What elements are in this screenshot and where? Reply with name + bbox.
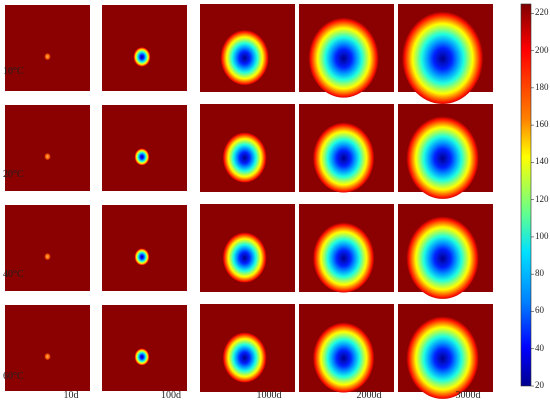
col-label-100d: 100d — [161, 390, 181, 401]
col-label-2000d: 2000d — [356, 390, 382, 401]
row-label-20c: 20°C — [3, 169, 24, 180]
plume-10°C-3000d — [401, 9, 484, 105]
colorbar-tick-label-180: 180 — [535, 81, 549, 92]
panel-60°C-100d — [102, 305, 187, 391]
colorbar-tick-label-120: 120 — [535, 193, 549, 204]
panel-20°C-10d — [5, 105, 90, 191]
plume-40°C-1000d — [222, 231, 267, 283]
colorbar-tick-label-200: 200 — [535, 44, 549, 55]
plume-40°C-3000d — [406, 214, 479, 299]
colorbar-tick-label-40: 40 — [535, 342, 544, 353]
plume-20°C-1000d — [222, 131, 267, 183]
colorbar-tick-label-20: 20 — [535, 380, 544, 390]
row-label-10c: 10°C — [3, 66, 24, 77]
plume-10°C-100d — [133, 46, 151, 67]
colorbar-tick-label-220: 220 — [535, 7, 549, 18]
panel-grid — [5, 4, 493, 399]
plume-40°C-10d — [44, 252, 51, 261]
plume-20°C-100d — [134, 147, 150, 166]
plume-20°C-10d — [44, 152, 51, 161]
plume-10°C-10d — [44, 52, 51, 61]
col-label-10d: 10d — [63, 390, 79, 401]
plume-60°C-10d — [44, 352, 51, 361]
plume-40°C-100d — [134, 247, 150, 266]
plume-20°C-2000d — [312, 121, 375, 193]
colorbar-tick-label-160: 160 — [535, 119, 549, 130]
colorbar-tick-label-140: 140 — [535, 156, 549, 167]
panel-40°C-10d — [5, 205, 90, 291]
col-label-3000d: 3000d — [455, 390, 481, 401]
panel-20°C-100d — [102, 105, 187, 191]
colorbar-tick-label-60: 60 — [535, 305, 544, 316]
panel-40°C-100d — [102, 205, 187, 291]
plume-60°C-100d — [134, 347, 150, 366]
plume-10°C-2000d — [308, 15, 379, 98]
panel-60°C-10d — [5, 305, 90, 391]
colorbar — [520, 3, 532, 387]
plume-20°C-3000d — [406, 114, 479, 199]
plume-60°C-1000d — [222, 331, 267, 383]
colorbar-ticks — [531, 13, 534, 387]
colorbar-tick-label-100: 100 — [535, 230, 549, 241]
row-label-40c: 40°C — [3, 269, 24, 280]
plume-60°C-2000d — [312, 321, 375, 393]
plume-10°C-1000d — [220, 28, 269, 85]
plume-60°C-3000d — [406, 314, 479, 399]
row-label-60c: 60°C — [3, 371, 24, 382]
colorbar-tick-label-80: 80 — [535, 268, 544, 279]
plume-40°C-2000d — [312, 221, 375, 293]
col-label-1000d: 1000d — [256, 390, 282, 401]
panel-10°C-10d — [5, 5, 90, 91]
